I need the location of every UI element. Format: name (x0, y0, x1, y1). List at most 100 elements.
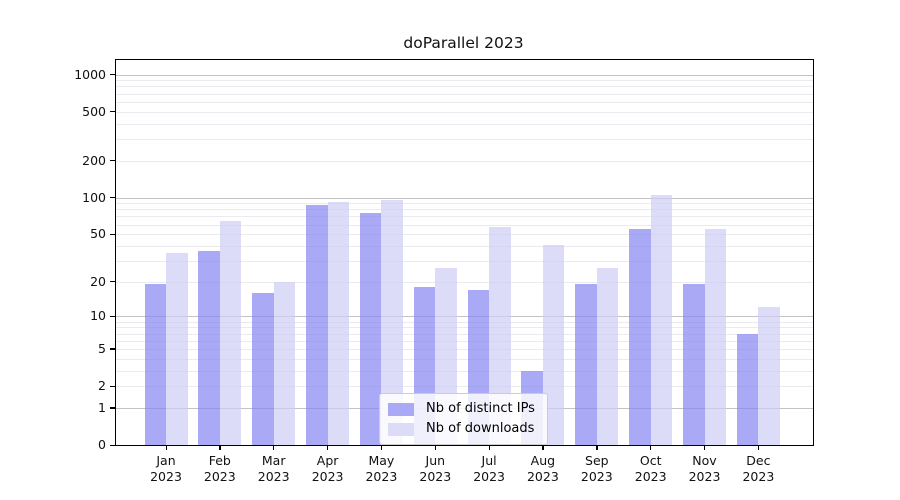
x-tick-label: Apr 2023 (311, 453, 344, 484)
x-tick-mark (542, 445, 544, 450)
bar-distinct-ips-sep (575, 284, 597, 445)
y-tick-mark (110, 315, 115, 318)
gridline-minor (116, 80, 813, 82)
gridline-minor (116, 327, 813, 329)
y-tick-mark (110, 111, 115, 113)
x-tick-label: Jul 2023 (473, 453, 505, 484)
y-tick-mark (110, 160, 115, 162)
gridline-minor (116, 333, 813, 335)
gridline-minor (116, 216, 813, 218)
bar-downloads-may (381, 200, 403, 445)
bar-distinct-ips-nov (683, 284, 705, 445)
gridline-minor (116, 348, 813, 350)
gridline-minor (116, 93, 813, 95)
bar-distinct-ips-apr (306, 204, 328, 445)
legend-item-distinct-ips: Nb of distinct IPs (388, 399, 538, 419)
y-tick-label: 50 (90, 226, 106, 242)
x-tick-label: Feb 2023 (203, 453, 236, 484)
x-tick-mark (757, 445, 760, 450)
x-tick-label: May 2023 (365, 453, 398, 484)
gridline-minor (116, 138, 813, 140)
gridline-minor (116, 321, 813, 323)
x-tick-label: Jun 2023 (419, 453, 452, 484)
bar-downloads-apr (327, 201, 350, 445)
legend-swatch-distinct-ips (388, 402, 414, 416)
gridline-major (116, 316, 813, 318)
x-tick-mark (380, 445, 383, 450)
bar-downloads-oct (650, 194, 673, 445)
x-tick-label: Dec 2023 (742, 453, 775, 484)
y-tick-label: 2 (98, 378, 106, 394)
legend-swatch-downloads (388, 422, 414, 436)
x-tick-label: Mar 2023 (257, 453, 290, 484)
x-tick-mark (327, 445, 329, 450)
gridline-minor (116, 123, 813, 125)
legend-label-distinct-ips: Nb of distinct IPs (426, 401, 535, 416)
bar-downloads-sep (596, 268, 619, 445)
bar-distinct-ips-may (359, 213, 382, 445)
x-tick-mark (650, 445, 652, 450)
gridline-major (116, 74, 813, 76)
bar-distinct-ips-mar (252, 293, 274, 445)
bar-downloads-jul (489, 227, 511, 445)
y-tick-label: 20 (90, 273, 106, 289)
gridline-minor (116, 203, 813, 205)
x-tick-mark (273, 445, 275, 450)
x-tick-mark (596, 445, 598, 450)
x-tick-label: Aug 2023 (526, 453, 559, 484)
gridline-minor (116, 209, 813, 211)
legend: Nb of distinct IPs Nb of downloads (379, 393, 548, 445)
bar-downloads-mar (273, 281, 296, 445)
bar-downloads-nov (704, 229, 726, 445)
y-tick-label: 1000 (74, 66, 106, 82)
bar-downloads-dec (758, 307, 780, 445)
gridline-minor (116, 224, 813, 226)
x-tick-mark (704, 445, 706, 450)
x-tick-mark (165, 445, 167, 450)
bar-distinct-ips-dec (736, 333, 759, 445)
gridline-minor (116, 234, 813, 236)
y-tick-label: 0 (98, 437, 106, 452)
y-tick-label: 500 (82, 103, 106, 119)
y-tick-label: 10 (90, 308, 106, 324)
gridline-minor (116, 370, 813, 372)
bar-distinct-ips-jan (144, 284, 166, 445)
x-tick-mark (434, 445, 437, 450)
y-tick-mark (110, 233, 115, 235)
y-tick-label: 5 (98, 340, 106, 356)
x-tick-label: Oct 2023 (634, 453, 667, 484)
y-tick-label: 100 (82, 189, 106, 205)
bar-distinct-ips-feb (198, 251, 220, 445)
gridline-minor (116, 86, 813, 88)
bar-downloads-feb (219, 221, 242, 445)
chart-title: doParallel 2023 (403, 34, 524, 52)
y-tick-mark (110, 197, 115, 199)
gridline-minor (116, 358, 813, 360)
y-tick-label: 1 (98, 399, 106, 415)
y-tick-mark (110, 74, 115, 76)
y-tick-mark (110, 348, 115, 350)
y-tick-mark (110, 407, 115, 409)
gridline-minor (116, 340, 813, 342)
gridline-major (116, 197, 813, 199)
legend-label-downloads: Nb of downloads (426, 421, 535, 436)
gridline-minor (116, 386, 813, 388)
y-tick-label: 200 (82, 152, 106, 168)
gridline-minor (116, 260, 813, 262)
x-tick-mark (219, 445, 221, 450)
gridline-minor (116, 245, 813, 247)
gridline-minor (116, 160, 813, 162)
y-tick-mark (110, 385, 115, 387)
x-tick-label: Nov 2023 (688, 453, 721, 484)
y-tick-mark (110, 281, 115, 283)
bar-downloads-jan (166, 252, 188, 445)
legend-item-downloads: Nb of downloads (388, 419, 538, 439)
plot-area: Nb of distinct IPs Nb of downloads 0 1 2 5 1… (74, 59, 814, 484)
bar-downloads-aug (542, 244, 565, 445)
bar-distinct-ips-oct (629, 229, 651, 445)
x-tick-label: Jan 2023 (150, 453, 182, 484)
gridline-minor (116, 101, 813, 103)
y-tick-mark (110, 444, 115, 446)
gridline-minor (116, 281, 813, 283)
